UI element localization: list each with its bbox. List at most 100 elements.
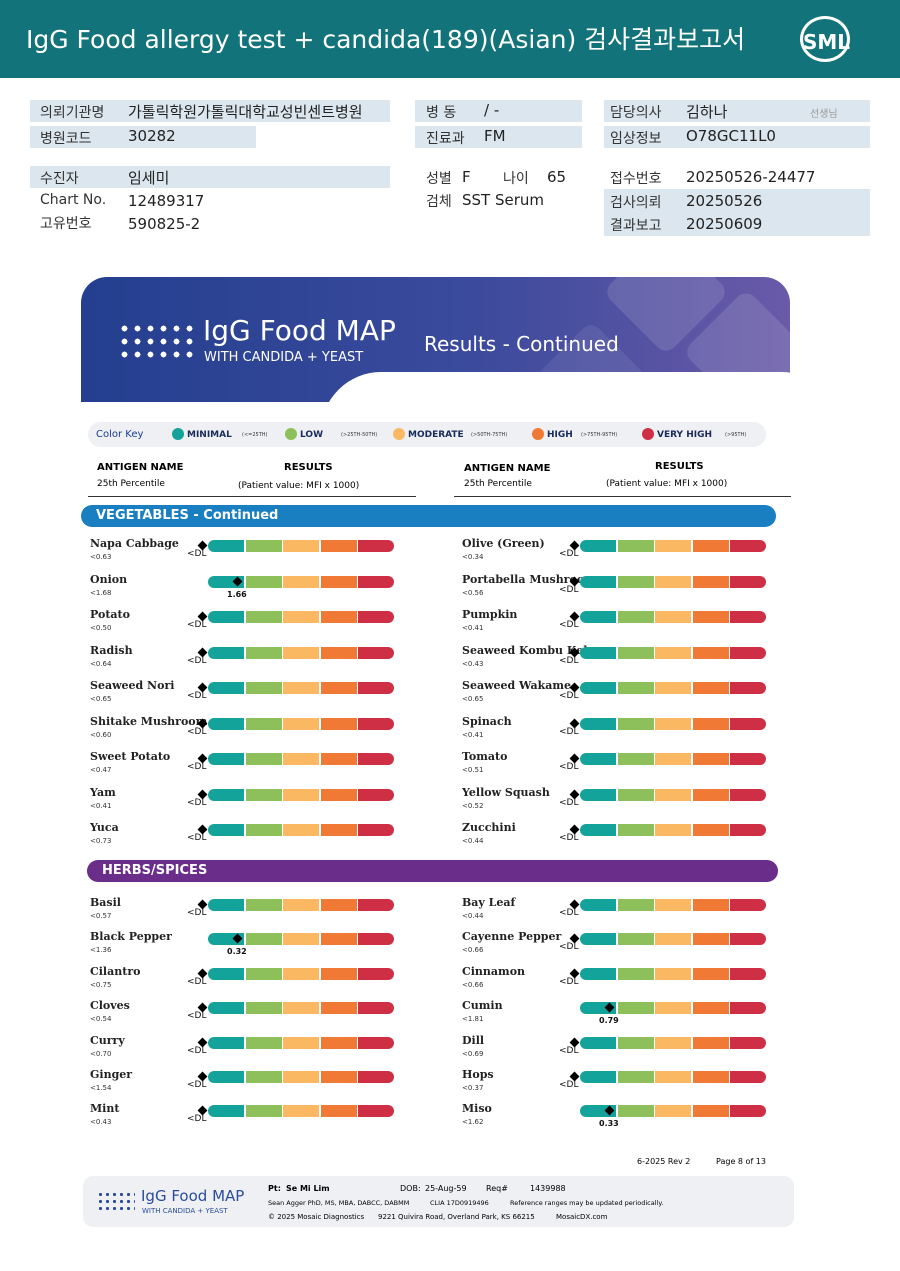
range-segment — [617, 1002, 654, 1015]
range-segment — [580, 899, 616, 911]
antigen-name: Bay Leaf — [462, 896, 516, 909]
result-value: <DL — [187, 1045, 207, 1056]
range-segment — [730, 933, 766, 946]
result-value: <DL — [559, 797, 579, 808]
info-box — [604, 100, 870, 122]
percentile: <0.47 — [90, 766, 112, 774]
range-segment — [730, 540, 766, 552]
info-value: SST Serum — [462, 191, 545, 209]
result-value: <DL — [559, 691, 579, 701]
range-segment — [208, 682, 244, 694]
result-value: <DL — [559, 833, 579, 843]
range-segment — [208, 646, 244, 659]
antigen-name: Yellow Squash — [462, 785, 550, 799]
column-header: ANTIGEN NAME — [97, 462, 184, 473]
info-label: 검사의뢰 — [610, 195, 662, 211]
info-value: 가톨릭학원가톨릭대학교성빈센트병원 — [128, 103, 363, 121]
range-segment — [245, 682, 282, 694]
antigen-name: Cloves — [90, 999, 130, 1013]
brand-icon — [118, 322, 194, 360]
range-segment — [730, 717, 766, 730]
footer-value: Se Mi Lim — [286, 1184, 330, 1193]
range-segment — [617, 1036, 654, 1049]
range-segment — [245, 753, 282, 765]
range-segment — [283, 824, 319, 836]
footer-clia: CLIA 17D0919496 — [430, 1199, 489, 1207]
range-segment — [320, 1071, 357, 1083]
range-segment — [655, 824, 691, 836]
antigen-name: Dill — [462, 1033, 485, 1047]
range-segment — [730, 967, 766, 980]
key-swatch — [532, 428, 544, 440]
result-value: <DL — [559, 726, 579, 737]
percentile: <0.60 — [90, 730, 112, 739]
footer-copyright: © 2025 Mosaic Diagnostics — [268, 1213, 365, 1221]
range-segment — [692, 1105, 729, 1118]
antigen-name: Spinach — [462, 714, 512, 728]
range-segment — [245, 824, 282, 836]
range-segment — [358, 611, 394, 623]
range-segment — [580, 1036, 616, 1049]
range-segment — [580, 967, 616, 980]
key-range: (>95TH) — [725, 432, 747, 438]
column-header: 25th Percentile — [97, 479, 165, 489]
antigen-name: Potato — [90, 608, 130, 621]
result-value: <DL — [187, 762, 207, 772]
range-segment — [245, 1071, 282, 1083]
range-segment — [655, 717, 691, 730]
range-segment — [320, 646, 357, 659]
info-label: 수진자 — [40, 171, 79, 187]
range-segment — [320, 575, 357, 588]
info-value: 590825-2 — [128, 215, 201, 233]
range-segment — [655, 682, 691, 694]
range-segment — [358, 753, 394, 765]
range-segment — [580, 788, 616, 801]
result-value: <DL — [187, 726, 207, 737]
range-segment — [208, 1071, 244, 1083]
range-segment — [692, 646, 729, 659]
antigen-name: Yuca — [90, 821, 119, 834]
key-swatch — [172, 428, 184, 440]
range-segment — [320, 717, 357, 730]
antigen-name: Basil — [90, 896, 121, 909]
column-header: (Patient value: MFI x 1000) — [238, 481, 360, 491]
key-range: (>50TH-75TH) — [471, 432, 508, 438]
range-segment — [283, 575, 319, 588]
range-segment — [655, 540, 691, 552]
range-segment — [358, 1105, 394, 1118]
info-label: 성별 — [426, 171, 452, 187]
info-label: 검체 — [426, 194, 452, 210]
antigen-name: Radish — [90, 643, 133, 657]
result-value: <DL — [559, 1080, 579, 1090]
range-segment — [208, 788, 244, 801]
percentile: <1.54 — [90, 1084, 112, 1092]
info-value: 20250526 — [686, 192, 763, 210]
footer-value: 25-Aug-59 — [425, 1184, 467, 1193]
result-value: <DL — [187, 549, 207, 559]
range-segment — [320, 933, 357, 946]
range-segment — [358, 967, 394, 980]
key-swatch — [393, 428, 405, 440]
footer-value: 1439988 — [530, 1184, 566, 1193]
antigen-name: Cilantro — [90, 964, 141, 978]
range-segment — [617, 899, 654, 911]
info-label: Chart No. — [40, 192, 107, 208]
antigen-name: Seaweed Kombu Kelp — [462, 643, 596, 657]
range-segment — [208, 611, 244, 623]
range-segment — [208, 717, 244, 730]
key-swatch — [642, 428, 654, 440]
antigen-name: Zucchini — [462, 821, 516, 834]
info-suffix: 선생님 — [810, 109, 838, 120]
range-segment — [730, 824, 766, 836]
info-label: 진료과 — [426, 131, 465, 147]
banner — [81, 277, 790, 402]
section-header — [87, 860, 778, 882]
percentile: <0.43 — [90, 1118, 112, 1127]
range-segment — [208, 753, 244, 765]
footer-brand: IgG Food MAP — [141, 1187, 245, 1205]
percentile: <1.36 — [90, 946, 112, 955]
result-value: <DL — [187, 1114, 207, 1125]
percentile: <0.44 — [462, 912, 484, 920]
page-number: Page 8 of 13 — [716, 1157, 766, 1166]
